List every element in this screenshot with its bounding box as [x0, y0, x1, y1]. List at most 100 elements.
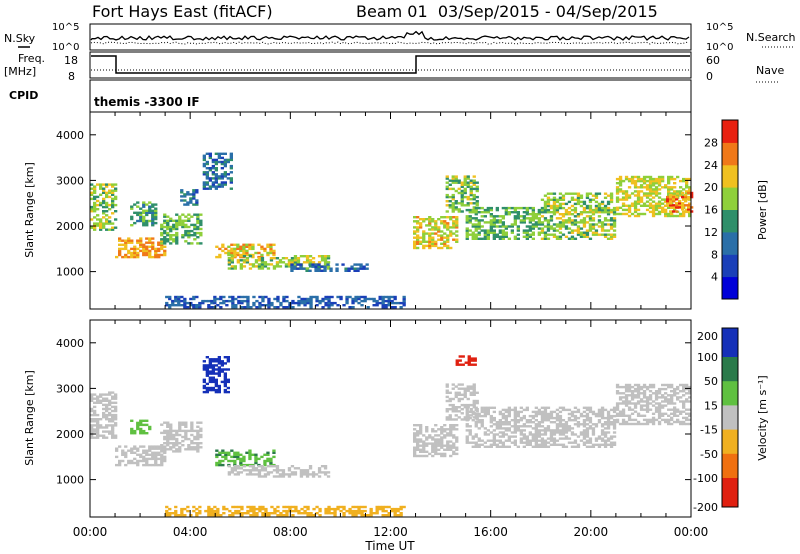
data-cell [636, 196, 641, 199]
data-cell [157, 451, 161, 454]
data-cell [221, 449, 225, 452]
data-cell [93, 418, 97, 421]
data-cell [196, 421, 200, 424]
data-cell [448, 408, 452, 411]
data-cell [567, 227, 572, 230]
data-cell [293, 257, 298, 260]
data-cell [591, 433, 596, 436]
data-cell [214, 177, 218, 180]
data-cell [205, 167, 209, 170]
data-cell [639, 204, 644, 207]
data-cell [684, 195, 688, 199]
data-cell [606, 416, 611, 420]
data-cell [180, 514, 184, 517]
data-cell [667, 175, 671, 179]
data-cell [272, 257, 277, 260]
data-cell [142, 253, 146, 257]
data-cell [612, 235, 617, 238]
data-cell [221, 245, 225, 248]
data-cell [142, 201, 146, 204]
data-cell [239, 461, 243, 465]
data-cell [172, 444, 176, 447]
data-cell [501, 233, 505, 236]
data-cell [428, 234, 432, 237]
data-cell [133, 461, 137, 465]
data-cell [636, 414, 641, 417]
data-cell [431, 226, 435, 229]
data-cell [330, 507, 334, 511]
data-cell [311, 257, 316, 260]
data-cell [477, 219, 481, 222]
data-cell [223, 378, 227, 381]
data-cell [685, 422, 689, 426]
data-cell [419, 218, 423, 221]
data-cell [105, 228, 109, 231]
data-cell [180, 507, 184, 511]
colorbar-step [722, 265, 738, 272]
data-cell [248, 247, 252, 251]
data-cell [351, 297, 355, 301]
data-cell [178, 217, 182, 220]
data-cell [230, 257, 234, 260]
data-cell [597, 225, 602, 228]
data-cell [567, 213, 572, 216]
data-cell [489, 406, 493, 409]
data-cell [196, 431, 200, 435]
data-cell [664, 387, 668, 391]
data-cell [612, 425, 617, 428]
data-cell [576, 229, 581, 232]
data-cell [469, 387, 473, 390]
data-cell [555, 200, 560, 204]
data-cell [275, 263, 280, 266]
data-cell [326, 267, 331, 270]
data-cell [525, 435, 529, 438]
data-cell [172, 240, 176, 243]
data-cell [474, 237, 478, 240]
data-cell [667, 206, 671, 209]
data-cell [239, 453, 243, 456]
data-cell [630, 177, 635, 181]
data-cell [226, 158, 230, 162]
data-cell [466, 202, 470, 205]
data-cell [236, 261, 240, 264]
data-cell [465, 425, 469, 428]
data-cell [576, 221, 581, 224]
data-cell [223, 158, 227, 162]
data-cell [326, 263, 330, 266]
data-cell [474, 441, 478, 444]
data-cell [639, 198, 644, 201]
data-cell [211, 358, 215, 361]
data-cell [555, 229, 560, 232]
data-cell [446, 222, 450, 225]
data-cell [645, 410, 650, 413]
colorbar-step [722, 282, 738, 289]
data-cell [180, 295, 184, 299]
data-cell [211, 378, 215, 381]
data-cell [102, 407, 106, 411]
data-cell [615, 420, 620, 424]
data-cell [597, 215, 602, 218]
data-cell [252, 514, 256, 517]
data-cell [402, 299, 406, 303]
data-cell [446, 440, 450, 443]
data-cell [627, 400, 632, 403]
data-cell [183, 195, 187, 198]
data-cell [431, 430, 435, 433]
data-cell [111, 193, 115, 196]
data-cell [311, 475, 316, 478]
data-cell [667, 214, 671, 218]
data-cell [220, 167, 224, 170]
data-cell [597, 435, 602, 438]
colorbar-step [722, 209, 738, 216]
data-cell [227, 251, 231, 255]
data-cell [154, 247, 158, 251]
data-cell [166, 219, 170, 222]
data-cell [591, 233, 596, 236]
data-cell [546, 445, 551, 448]
data-cell [419, 448, 423, 451]
data-cell [657, 396, 662, 399]
data-cell [449, 232, 453, 235]
data-cell [242, 459, 246, 463]
data-cell [240, 306, 244, 309]
data-cell [460, 185, 464, 188]
